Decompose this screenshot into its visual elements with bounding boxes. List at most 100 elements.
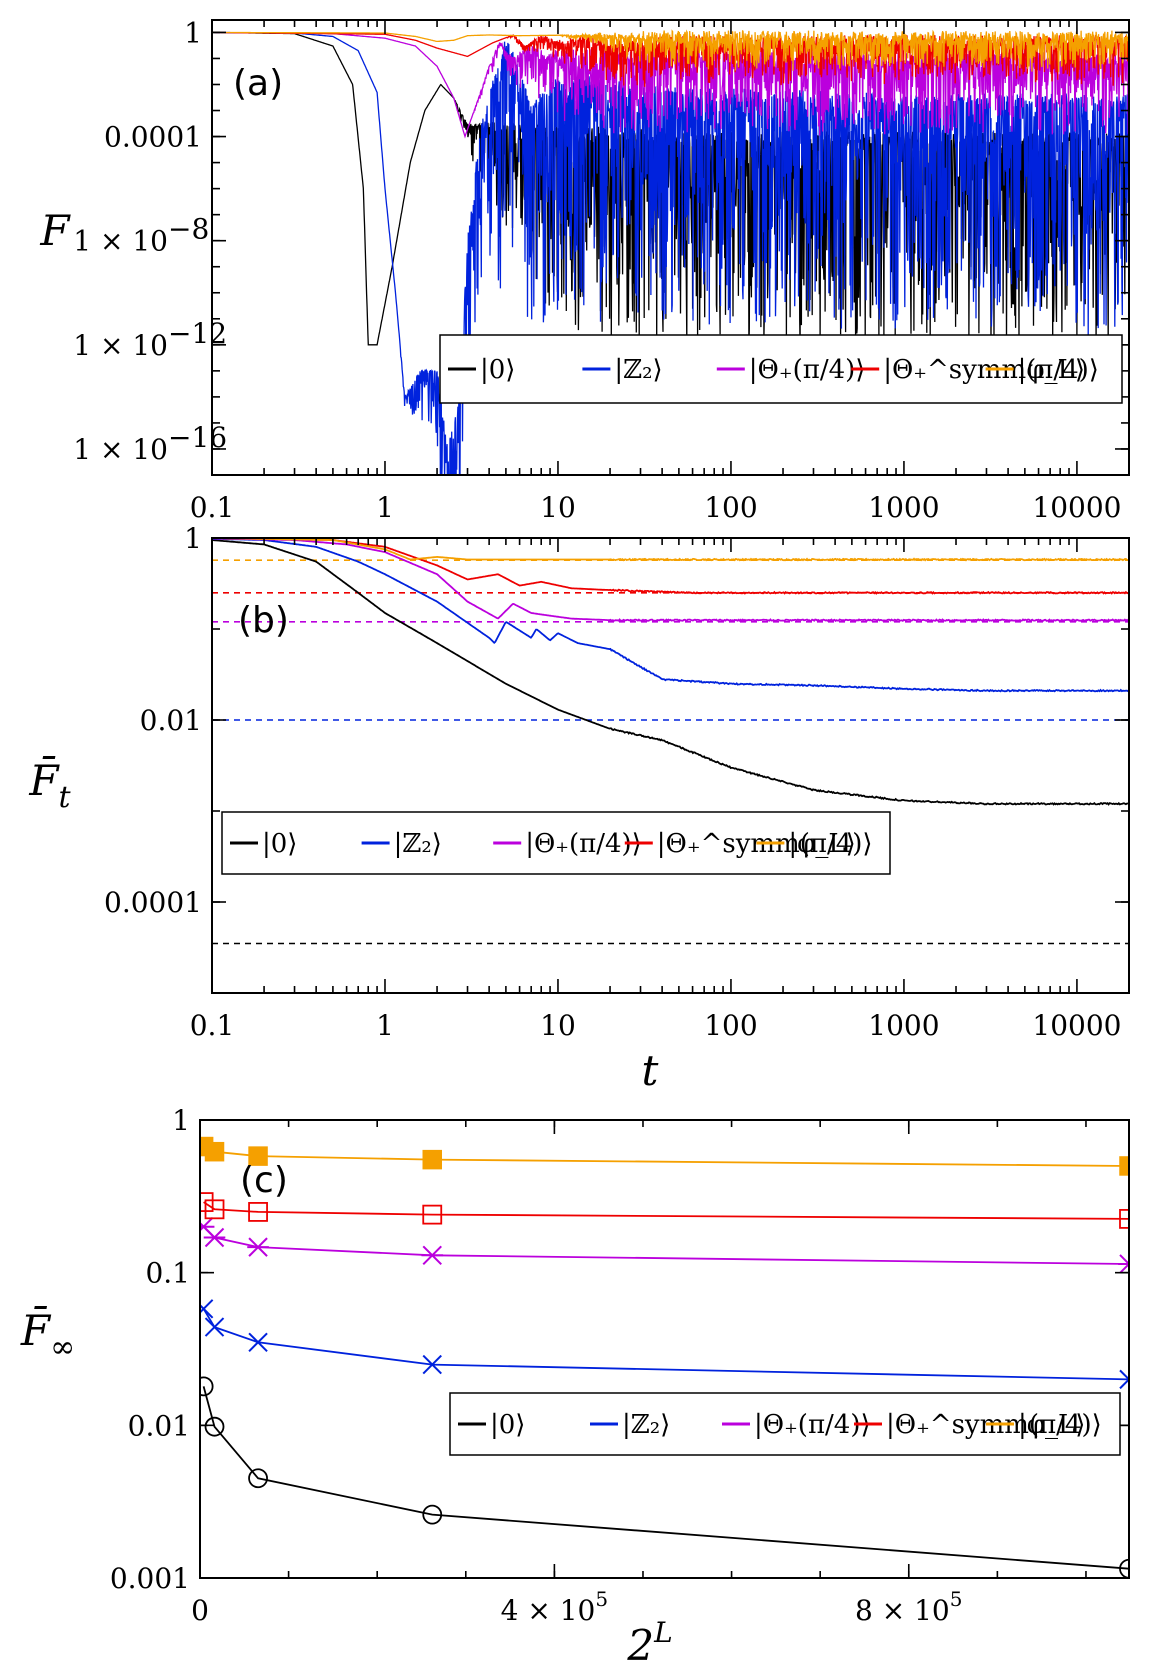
- data-point: [203, 1227, 226, 1248]
- data-point: [421, 1245, 444, 1265]
- data-point: [204, 1317, 225, 1337]
- data-point: [248, 1332, 268, 1352]
- panel-c-ylabel: F̄∞: [20, 1304, 75, 1365]
- ytick-label: 0.01: [140, 704, 202, 737]
- panel-b-ticks: 0.1 1 10 100 1000 10000 1 0.01 0.0001: [104, 522, 1130, 1042]
- panel-b-series: [212, 538, 1129, 945]
- series-line: [202, 1226, 1129, 1265]
- panel-c-label: (c): [240, 1160, 288, 1201]
- data-point-stroke: [200, 1299, 214, 1314]
- xtick-label: 100: [704, 1009, 757, 1042]
- panel-b-xlabel: t: [642, 1046, 659, 1095]
- panel-c-series: [200, 1136, 1129, 1578]
- xtick-label: 10: [540, 491, 576, 524]
- series-line: [212, 539, 1129, 806]
- data-point: [1119, 1209, 1129, 1229]
- legend-label: |Θ₊(π/4)⟩: [754, 1410, 871, 1440]
- panel-b-legend: |0⟩ |ℤ₂⟩ |Θ₊(π/4)⟩ |Θ₊^symm(π/4)⟩|φ_L⟩: [221, 811, 891, 875]
- data-point: [1119, 1558, 1129, 1578]
- xtick-label: 4 × 105: [501, 1587, 608, 1627]
- panel-a-label: (a): [233, 63, 283, 104]
- xtick-label: 10000: [1032, 491, 1121, 524]
- panel-b-ylabel-main: F̄: [28, 754, 60, 805]
- data-point: [248, 1468, 268, 1489]
- legend-label: |ℤ₂⟩: [622, 1410, 670, 1440]
- ytick-label: 1: [184, 522, 202, 555]
- legend-label: |0⟩: [262, 829, 297, 859]
- legend-label: |ℤ₂⟩: [614, 355, 662, 385]
- panel-a-ylabel: F: [39, 206, 71, 255]
- panel-c-ticks: 0 4 × 105 8 × 105 1 0.1 0.01 0.001: [110, 1104, 1129, 1627]
- data-point: [422, 1149, 442, 1170]
- series-line: [212, 29, 1129, 72]
- panel-c-ylabel-sub: ∞: [50, 1330, 75, 1365]
- data-point: [200, 1299, 214, 1319]
- ytick-label: 1 × 10: [73, 225, 168, 258]
- ytick-label: 1 × 10: [73, 433, 168, 466]
- xtick-label: 0.1: [190, 491, 235, 524]
- panel-c-ylabel-main: F̄: [20, 1304, 52, 1355]
- xtick-label: 1000: [868, 1009, 939, 1042]
- legend-label: |φ_L⟩: [1018, 355, 1085, 385]
- panel-c-legend: |0⟩ |ℤ₂⟩ |Θ₊(π/4)⟩ |Θ₊^symm(π/4)⟩|φ_L⟩: [449, 1392, 1121, 1456]
- panel-c-xlabel: 2L: [626, 1616, 672, 1670]
- data-point: [200, 1192, 214, 1212]
- ytick-label: 0.1: [145, 1257, 190, 1290]
- data-point-stroke: [1119, 1369, 1129, 1381]
- ytick-label: 1: [172, 1104, 190, 1137]
- xtick-exponent: 5: [595, 1587, 608, 1611]
- panel-a-legend: |0⟩ |ℤ₂⟩ |Θ₊(π/4)⟩ |Θ₊^symm(π/4)⟩|φ_L⟩: [439, 334, 1123, 404]
- series-line: [212, 538, 1129, 562]
- series-line: [202, 1308, 1129, 1381]
- data-point: [204, 1199, 225, 1220]
- data-point-stroke: [204, 1317, 225, 1337]
- panel-b-label: (b): [238, 600, 289, 641]
- xtick-label: 10: [540, 1009, 576, 1042]
- ytick-label: 0.01: [128, 1409, 190, 1442]
- legend-label: |ℤ₂⟩: [394, 829, 442, 859]
- ytick-exponent: −8: [168, 213, 209, 246]
- data-point-stroke: [1119, 1377, 1129, 1390]
- data-point: [248, 1146, 268, 1166]
- legend-label: |φ_L⟩: [788, 829, 855, 859]
- data-point: [422, 1204, 443, 1225]
- legend-label: |φ_L⟩: [1018, 1410, 1085, 1440]
- panel-b-ylabel: F̄t: [28, 754, 71, 815]
- xtick-label: 10000: [1032, 1009, 1121, 1042]
- ytick-label: 0.0001: [104, 121, 202, 154]
- data-point: [1119, 1369, 1129, 1390]
- series-line: [203, 1145, 1129, 1167]
- legend-label: |0⟩: [490, 1410, 525, 1440]
- xtick-label: 1: [376, 491, 394, 524]
- data-point: [422, 1354, 442, 1375]
- data-point: [247, 1237, 269, 1257]
- data-point-stroke: [248, 1332, 268, 1352]
- panel-c-xlabel-main: 2: [626, 1621, 654, 1670]
- data-point: [1118, 1254, 1129, 1274]
- data-point: [204, 1416, 225, 1437]
- legend-label: |0⟩: [480, 355, 515, 385]
- ytick-label: 0.0001: [104, 886, 202, 919]
- data-point-stroke: [422, 1354, 442, 1375]
- xtick-label: 1000: [868, 491, 939, 524]
- series-line: [203, 1201, 1129, 1220]
- xtick-label: 100: [704, 491, 757, 524]
- panel-b-frame: [211, 537, 1130, 994]
- series-line: [202, 1386, 1129, 1570]
- xtick-label: 0: [191, 1594, 209, 1627]
- data-point: [422, 1504, 443, 1525]
- series-line: [212, 538, 1129, 623]
- data-point: [1119, 1156, 1129, 1176]
- panel-a-frame: [211, 19, 1130, 476]
- xtick-label: 0.1: [190, 1009, 235, 1042]
- ytick-label: 0.001: [110, 1562, 190, 1595]
- series-line: [212, 538, 1129, 693]
- ytick-label: 1 × 10: [73, 329, 168, 362]
- ytick-label: 1: [184, 16, 202, 49]
- panel-c-frame: [199, 1119, 1130, 1579]
- data-point: [248, 1202, 268, 1222]
